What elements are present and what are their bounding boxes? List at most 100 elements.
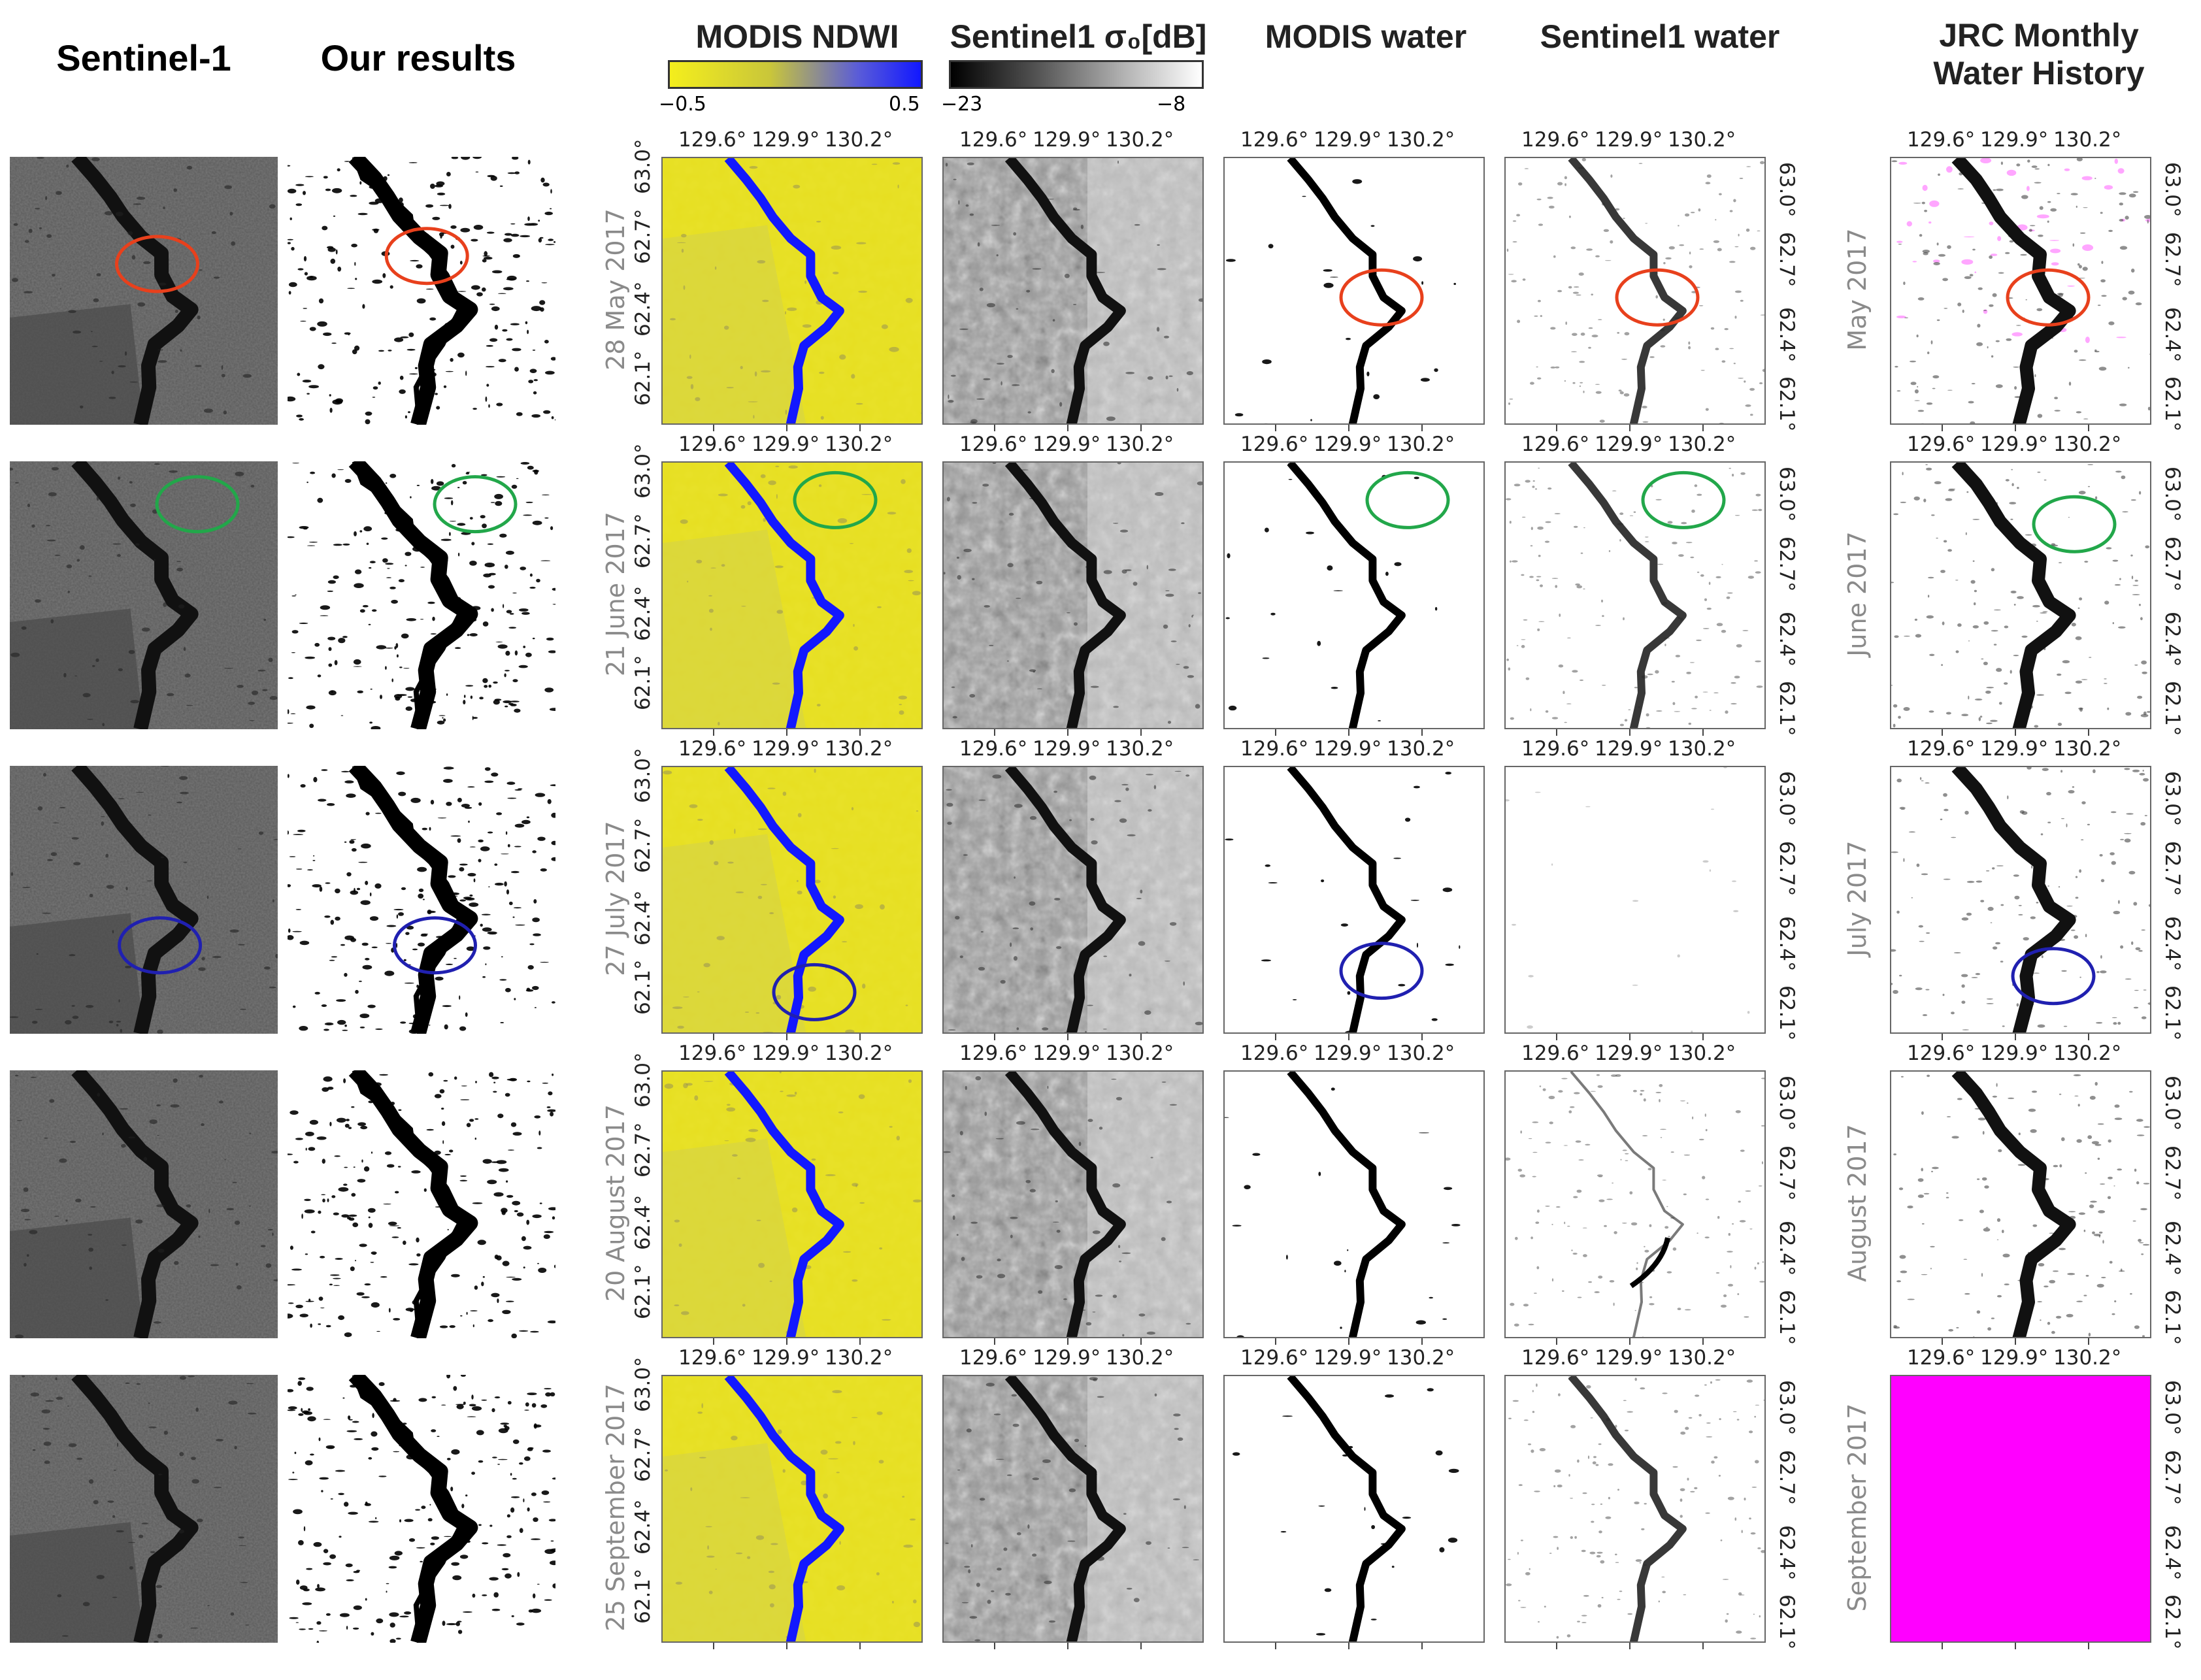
speckle [293, 1509, 303, 1515]
speckle [877, 606, 882, 608]
speckle [1979, 716, 1983, 718]
speckle [430, 633, 437, 635]
speckle [707, 1545, 709, 1550]
speckle [1700, 574, 1704, 577]
speckle [1750, 246, 1756, 250]
speckle [794, 1091, 797, 1095]
speckle [1986, 687, 1994, 689]
speckle [689, 354, 691, 359]
speckle [2107, 1196, 2111, 1200]
speckle [399, 389, 406, 394]
speckle [548, 239, 554, 241]
speckle [1421, 281, 1424, 285]
speckle [478, 802, 482, 806]
speckle [245, 1624, 250, 1626]
speckle [1122, 1334, 1125, 1337]
speckle [455, 1621, 460, 1626]
speckle [1931, 514, 1935, 516]
speckle [372, 1413, 374, 1419]
speckle [1745, 404, 1751, 407]
speckle [492, 1457, 497, 1458]
speckle [2075, 897, 2079, 899]
speckle [836, 1585, 846, 1590]
speckle [451, 1449, 460, 1455]
speckle [2081, 176, 2093, 180]
speckle [510, 323, 520, 325]
speckle [425, 288, 434, 290]
speckle [2049, 1279, 2056, 1283]
speckle [1536, 366, 1538, 368]
speckle [1730, 702, 1737, 705]
speckle [2089, 1096, 2096, 1100]
speckle [1157, 244, 1160, 246]
speckle [2128, 193, 2136, 198]
speckle [946, 497, 950, 502]
speckle [352, 1627, 359, 1630]
speckle [1946, 166, 1953, 173]
x-tick-marks [1942, 1338, 2089, 1345]
speckle [1733, 199, 1736, 203]
speckle [952, 1215, 955, 1220]
speckle [302, 380, 312, 383]
sigma-colorbar [949, 60, 1204, 89]
lat-axis-jrc-row4: 63.0° 62.7° 62.4° 62.1° [2160, 1070, 2189, 1345]
speckle [318, 1296, 323, 1301]
speckle [2140, 822, 2146, 826]
speckle [1554, 1469, 1561, 1473]
speckle [1689, 662, 1695, 663]
x-ticks-sw-row5 [1504, 1643, 1766, 1651]
speckle [306, 705, 316, 710]
speckle [503, 700, 512, 704]
speckle [290, 217, 292, 220]
speckle [313, 855, 315, 857]
speckle [184, 673, 191, 678]
speckle [469, 561, 477, 566]
speckle [1168, 568, 1176, 571]
speckle [1907, 1205, 1913, 1209]
speckle [359, 609, 365, 613]
speckle [529, 369, 537, 373]
speckle [769, 1584, 776, 1590]
speckle [1445, 772, 1451, 775]
speckle [68, 310, 76, 314]
speckle [1578, 1159, 1584, 1161]
speckle [2142, 770, 2144, 772]
speckle [1570, 1536, 1573, 1540]
speckle [1534, 1491, 1540, 1492]
speckle [544, 211, 553, 216]
speckle [969, 213, 974, 216]
header-jrc-line1: JRC Monthly [1939, 17, 2139, 54]
speckle [55, 1377, 58, 1381]
speckle [50, 852, 58, 857]
speckle [494, 324, 499, 330]
speckle [2050, 248, 2061, 254]
red-highlight-ellipse [1615, 268, 1700, 327]
speckle [393, 1318, 401, 1321]
river [1004, 1376, 1126, 1641]
speckle [143, 1157, 148, 1161]
speckle [1630, 1222, 1638, 1226]
speckle [238, 1545, 247, 1546]
speckle [370, 688, 372, 690]
speckle [405, 552, 412, 556]
speckle [531, 1492, 537, 1496]
speckle [1992, 1095, 1997, 1098]
speckle [1236, 1335, 1244, 1337]
speckle [480, 923, 483, 927]
speckle [677, 1025, 684, 1029]
speckle [452, 1575, 462, 1581]
speckle [91, 346, 98, 348]
speckle [529, 943, 535, 946]
speckle [308, 385, 319, 389]
speckle [467, 872, 476, 877]
speckle [32, 1449, 36, 1451]
panel-sig-row3 [942, 766, 1204, 1034]
speckle [1927, 1074, 1930, 1078]
lon-tick-label: 130.2° [1106, 128, 1174, 152]
speckle [2011, 469, 2013, 470]
speckle [252, 690, 259, 695]
speckle [697, 1411, 703, 1414]
speckle [1588, 1281, 1593, 1283]
speckle [1589, 1551, 1596, 1555]
speckle [367, 1004, 376, 1008]
